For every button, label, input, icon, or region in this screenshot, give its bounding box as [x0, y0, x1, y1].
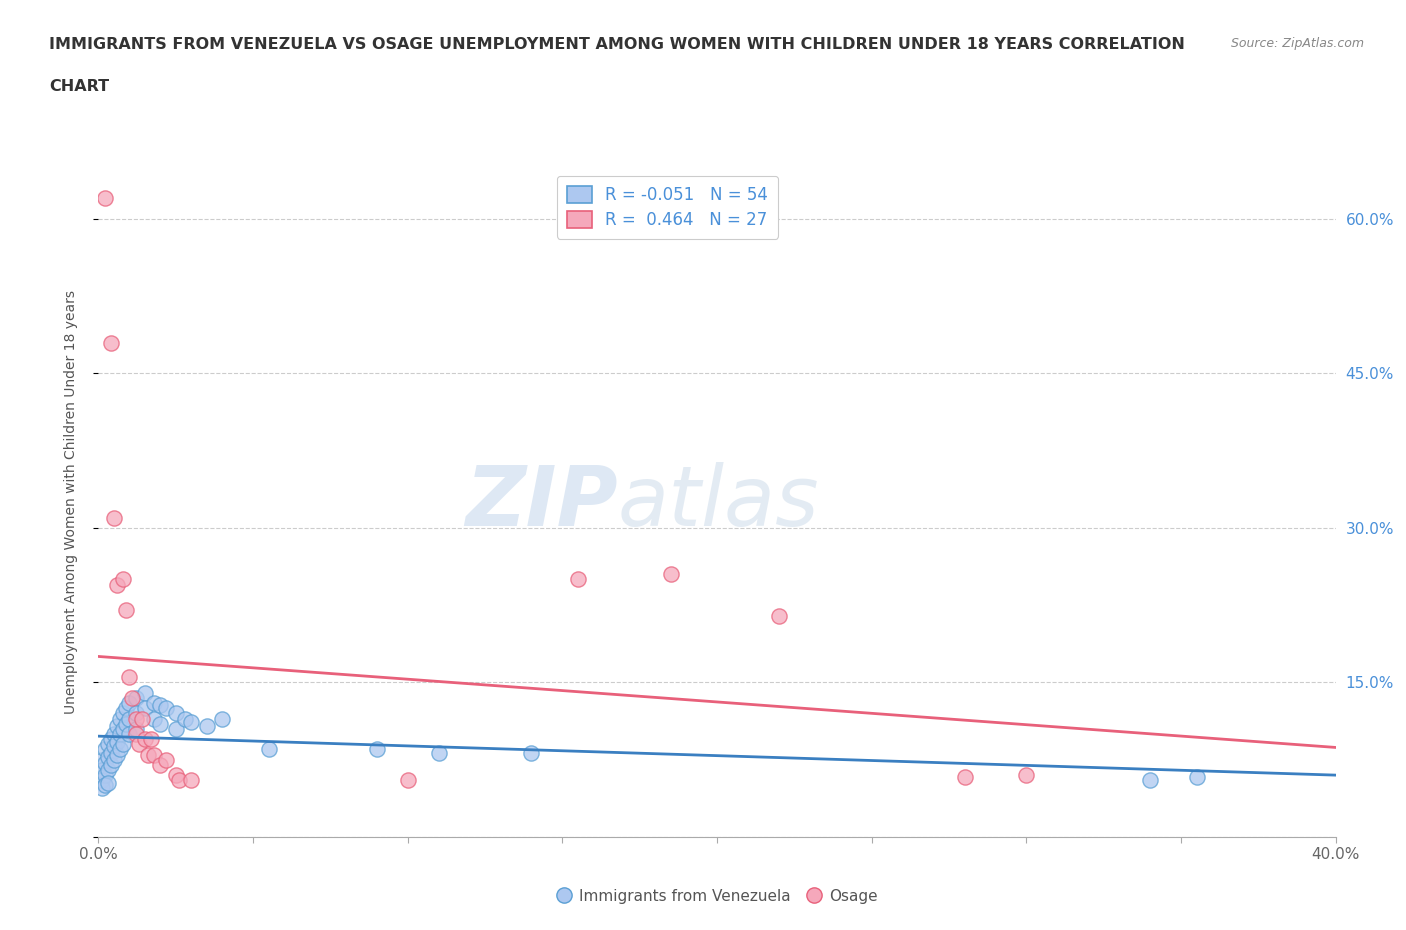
Point — [366, 742, 388, 757]
Point — [112, 737, 135, 751]
Point — [97, 737, 120, 751]
Point — [100, 757, 122, 772]
Point — [108, 726, 131, 741]
Point — [143, 696, 166, 711]
Point — [90, 763, 112, 777]
Point — [180, 773, 202, 788]
Point — [112, 722, 135, 737]
Point — [124, 690, 146, 705]
Point — [115, 701, 138, 716]
Point — [103, 726, 125, 741]
Point — [93, 755, 115, 770]
Point — [105, 718, 128, 733]
Point — [97, 750, 120, 764]
Point — [115, 716, 138, 731]
Point — [659, 567, 682, 582]
Point — [165, 706, 187, 721]
Point — [134, 685, 156, 700]
Point — [155, 752, 177, 767]
Point — [155, 701, 177, 716]
Point — [100, 335, 122, 350]
Point — [131, 711, 153, 726]
Point — [165, 768, 187, 783]
Point — [143, 747, 166, 762]
Point — [211, 711, 233, 726]
Point — [108, 742, 131, 757]
Point — [134, 701, 156, 716]
Point — [90, 773, 112, 788]
Point — [115, 603, 138, 618]
Y-axis label: Unemployment Among Women with Children Under 18 years: Unemployment Among Women with Children U… — [63, 290, 77, 714]
Point — [93, 742, 115, 757]
Point — [118, 726, 141, 741]
Point — [93, 768, 115, 783]
Point — [1185, 770, 1208, 785]
Text: CHART: CHART — [49, 79, 110, 94]
Point — [167, 773, 190, 788]
Point — [143, 711, 166, 726]
Point — [1139, 773, 1161, 788]
Point — [93, 778, 115, 793]
Point — [149, 698, 172, 712]
Point — [90, 780, 112, 795]
Text: ZIP: ZIP — [465, 461, 619, 543]
Point — [93, 191, 115, 206]
Point — [103, 739, 125, 754]
Text: atlas: atlas — [619, 461, 820, 543]
Point — [180, 714, 202, 729]
Point — [105, 735, 128, 750]
Point — [105, 578, 128, 592]
Point — [128, 737, 150, 751]
Point — [118, 696, 141, 711]
Point — [103, 752, 125, 767]
Point — [105, 747, 128, 762]
Point — [165, 722, 187, 737]
Point — [108, 711, 131, 726]
Point — [195, 718, 218, 733]
Point — [149, 757, 172, 772]
Point — [139, 732, 162, 747]
Point — [97, 776, 120, 790]
Point — [121, 690, 143, 705]
Point — [100, 732, 122, 747]
Point — [112, 706, 135, 721]
Text: Source: ZipAtlas.com: Source: ZipAtlas.com — [1230, 37, 1364, 50]
Point — [567, 572, 589, 587]
Point — [136, 747, 159, 762]
Point — [257, 742, 280, 757]
Legend: Immigrants from Venezuela, Osage: Immigrants from Venezuela, Osage — [550, 883, 884, 910]
Point — [149, 716, 172, 731]
Point — [396, 773, 419, 788]
Point — [520, 745, 543, 760]
Point — [112, 572, 135, 587]
Point — [124, 722, 146, 737]
Point — [174, 711, 197, 726]
Point — [427, 745, 450, 760]
Point — [768, 608, 790, 623]
Point — [124, 706, 146, 721]
Point — [103, 511, 125, 525]
Point — [100, 745, 122, 760]
Point — [97, 763, 120, 777]
Text: IMMIGRANTS FROM VENEZUELA VS OSAGE UNEMPLOYMENT AMONG WOMEN WITH CHILDREN UNDER : IMMIGRANTS FROM VENEZUELA VS OSAGE UNEMP… — [49, 37, 1185, 52]
Point — [118, 711, 141, 726]
Point — [1015, 768, 1038, 783]
Point — [134, 732, 156, 747]
Point — [124, 726, 146, 741]
Point — [953, 770, 976, 785]
Point — [124, 711, 146, 726]
Point — [118, 670, 141, 684]
Point — [90, 752, 112, 767]
